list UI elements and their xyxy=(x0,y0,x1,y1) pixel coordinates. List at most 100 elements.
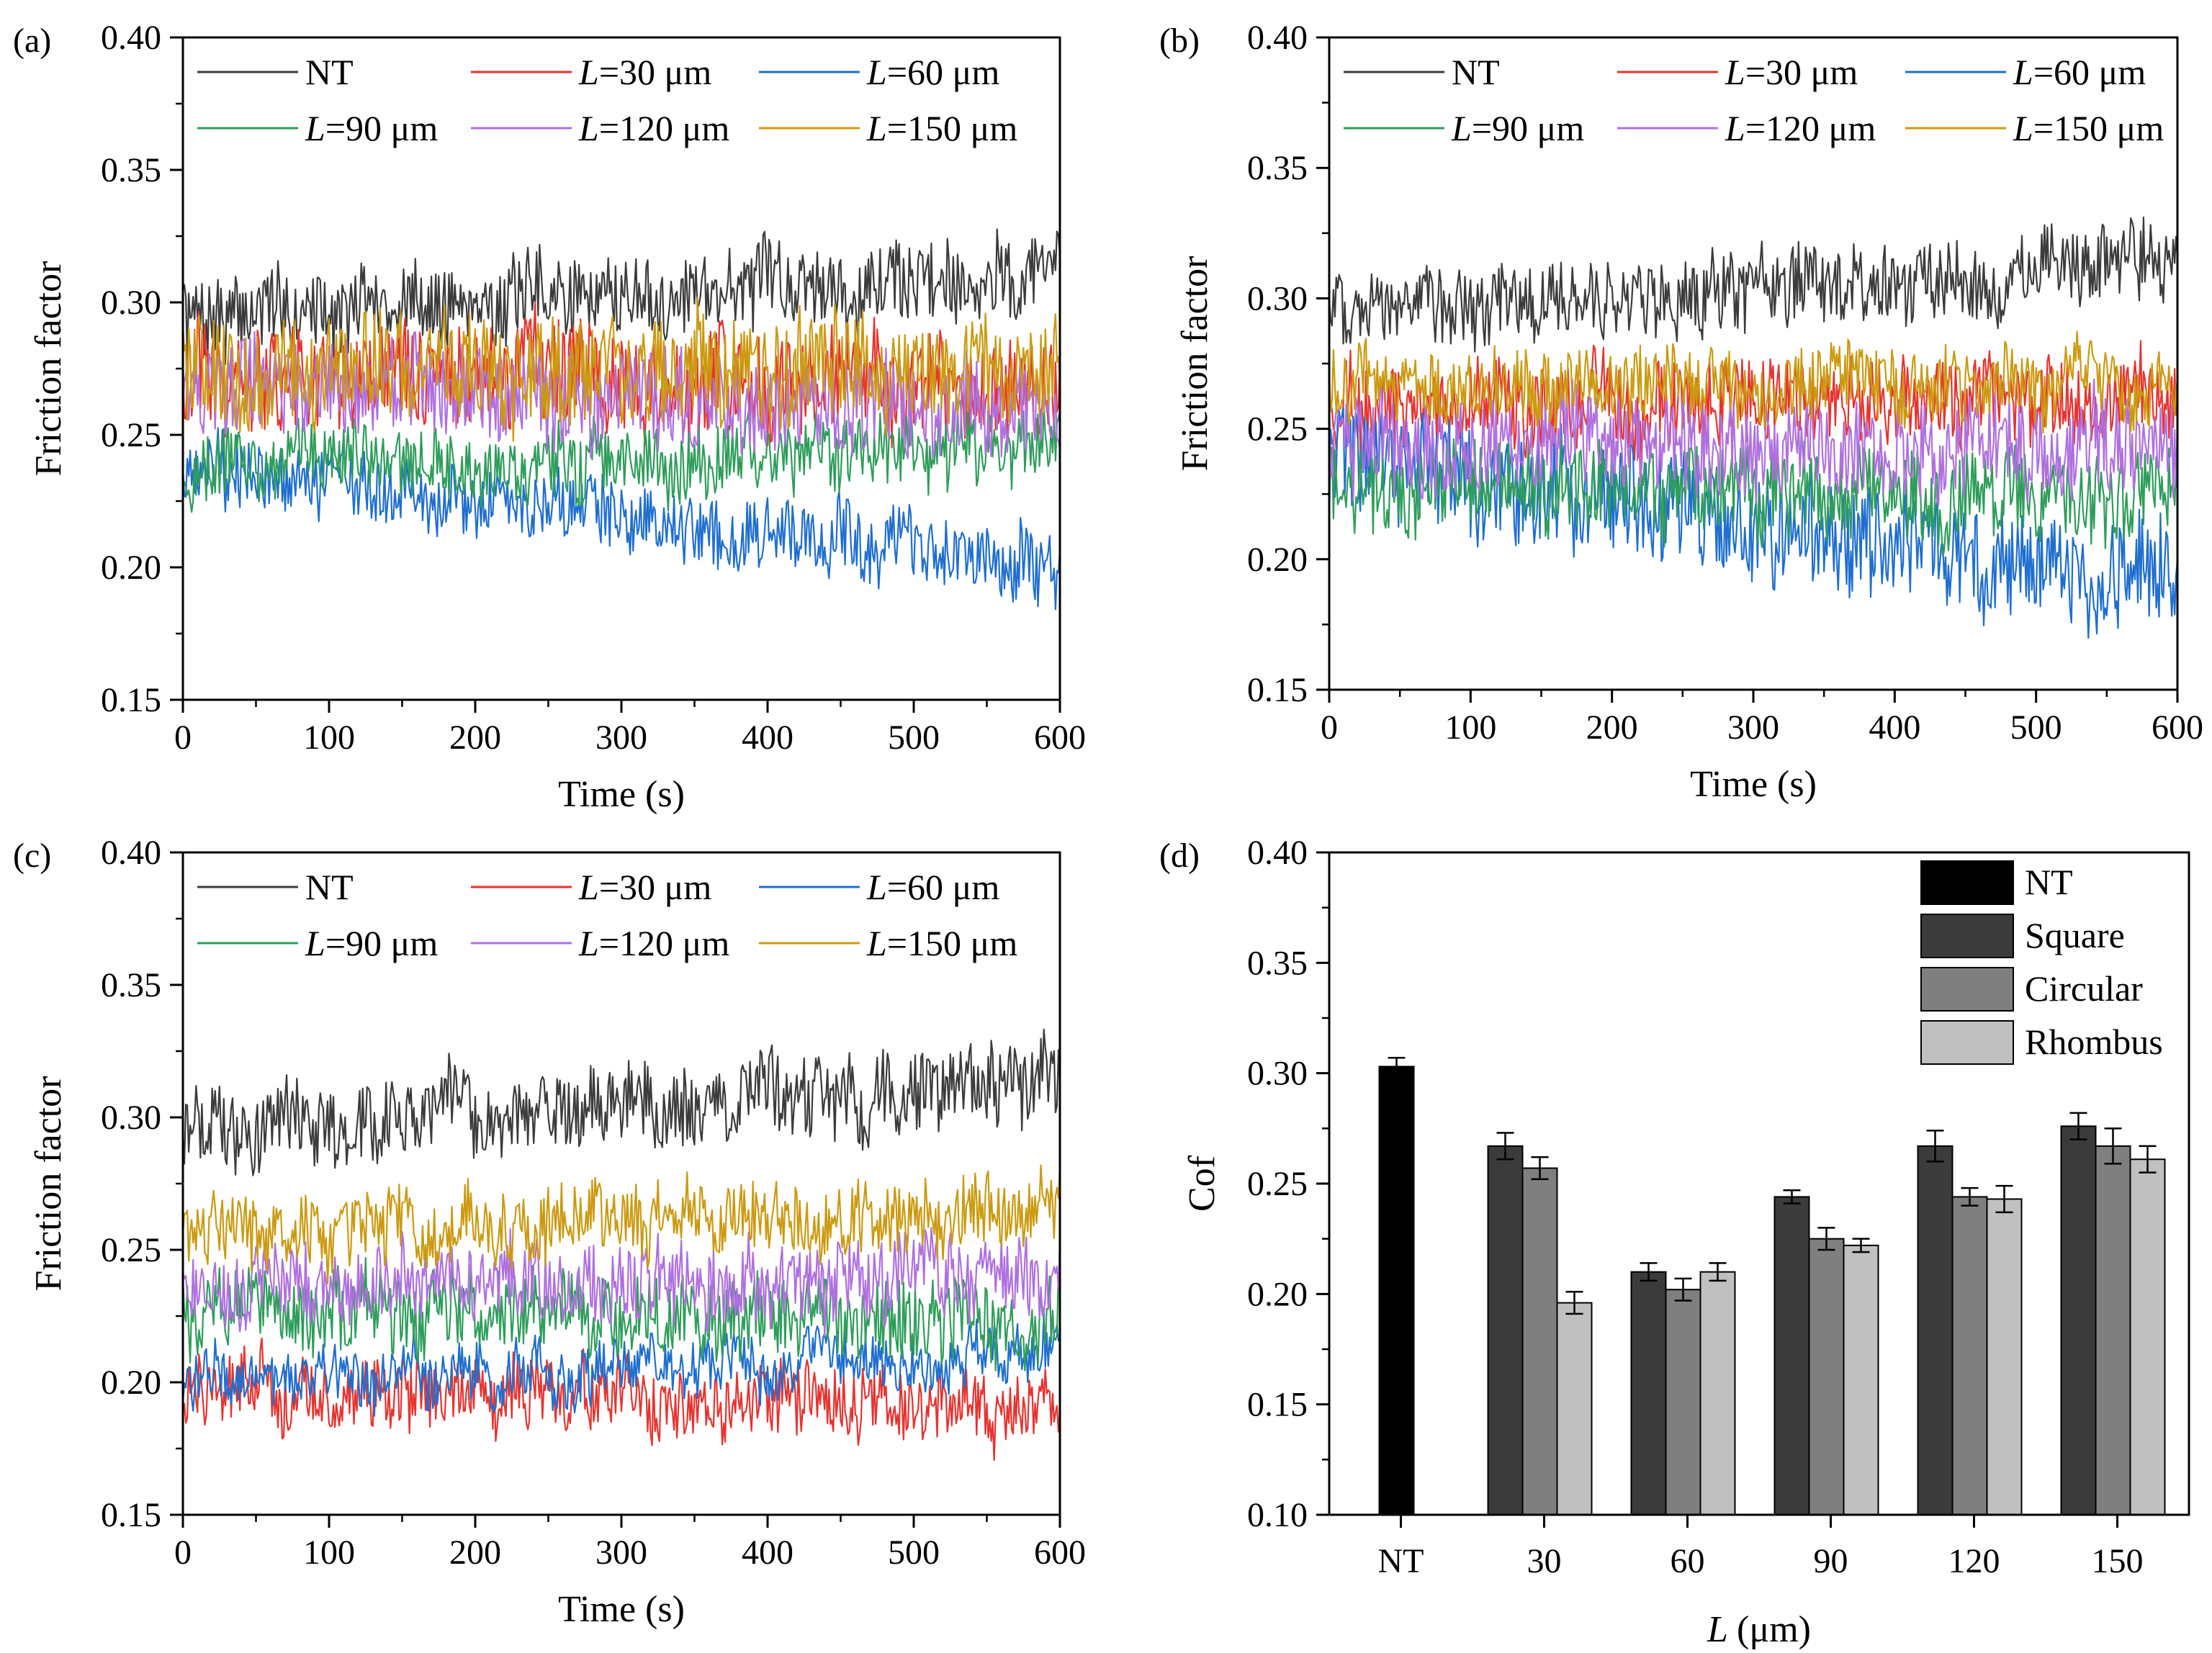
legend-label: L=150 μm xyxy=(866,108,1017,148)
panel-label: (d) xyxy=(1159,837,1200,875)
bar-panel-d: NT 30 60 90 120 150 0.10 0.15 0.20 0.25 0.30 0.35 0.… xyxy=(1159,834,2190,1650)
legend-label: L=150 μm xyxy=(866,923,1017,963)
series-line xyxy=(182,1337,1061,1461)
x-axis-title: Time (s) xyxy=(558,1589,685,1630)
series-line xyxy=(181,1227,1061,1337)
x-tick-label: 600 xyxy=(2152,708,2203,747)
x-tick-label: 500 xyxy=(888,1533,940,1572)
x-tick-label: 200 xyxy=(449,1533,501,1572)
bar xyxy=(1521,1167,1558,1515)
y-tick-label: 0.20 xyxy=(1247,541,1308,579)
series-line xyxy=(1328,436,2179,557)
bar xyxy=(1773,1196,1810,1516)
legend: NT L=30 μm L=60 μm L=90 μm L=120 μm L=150 μm xyxy=(197,52,1017,148)
x-tick-label: 0 xyxy=(1321,708,1338,747)
x-tick-label: 100 xyxy=(1444,708,1496,747)
legend-label: L=30 μm xyxy=(1725,52,1858,92)
bar xyxy=(1986,1198,2023,1515)
x-tick-label: 150 xyxy=(2092,1542,2144,1580)
legend: NT L=30 μm L=60 μm L=90 μm L=120 μm L=150 μm xyxy=(1344,52,2164,148)
y-tick-label: 0.25 xyxy=(1247,1165,1308,1203)
legend-swatch xyxy=(1920,914,2014,958)
line-panel-a: 0 100 200 300 400 500 600 0.15 0.20 0.25 0.30 0.35 0… xyxy=(13,19,1086,815)
legend-label: L=120 μm xyxy=(578,108,729,148)
legend-label: L=60 μm xyxy=(866,867,999,907)
x-tick-label: 120 xyxy=(1948,1542,2000,1580)
x-tick-label: 200 xyxy=(1586,708,1638,747)
y-tick-label: 0.30 xyxy=(1247,1055,1308,1093)
legend-label: L=30 μm xyxy=(578,867,711,907)
y-tick-label: 0.35 xyxy=(1247,149,1308,187)
legend: NT L=30 μm L=60 μm L=90 μm L=120 μm L=150 μm xyxy=(197,867,1017,963)
y-tick-label: 0.15 xyxy=(1247,671,1308,709)
x-tick-label: 500 xyxy=(2010,708,2062,747)
bar xyxy=(1843,1244,1879,1516)
bar xyxy=(1630,1271,1667,1515)
legend-swatch xyxy=(1920,860,2014,905)
y-tick-label: 0.30 xyxy=(101,284,161,322)
panel-label: (b) xyxy=(1159,22,1200,60)
series-line xyxy=(182,400,1061,513)
series-line xyxy=(1328,377,2179,506)
x-tick-label: 30 xyxy=(1527,1542,1562,1580)
legend-label: Rhombus xyxy=(2025,1022,2163,1062)
x-axis-title: Time (s) xyxy=(1690,764,1817,805)
line-panel-b: 0 100 200 300 400 500 600 0.15 0.20 0.25 0.30 0.35 0… xyxy=(1159,19,2203,805)
x-tick-label: 300 xyxy=(595,719,647,757)
bar xyxy=(1951,1196,1988,1516)
series-group xyxy=(1328,216,2179,639)
y-tick-label: 0.25 xyxy=(101,1231,161,1269)
legend-label: L=90 μm xyxy=(1451,108,1584,148)
y-tick-label: 0.10 xyxy=(1247,1496,1308,1534)
bar xyxy=(1699,1271,1736,1515)
legend-label: Square xyxy=(2025,915,2125,955)
y-axis-title: Cof xyxy=(1182,1155,1223,1212)
bar xyxy=(2060,1125,2097,1516)
x-tick-label: 100 xyxy=(303,1533,355,1572)
y-tick-label: 0.40 xyxy=(1247,19,1308,57)
x-tick-label: 500 xyxy=(888,719,940,757)
series-line xyxy=(181,427,1061,611)
y-tick-label: 0.25 xyxy=(1247,410,1308,449)
y-tick-label: 0.20 xyxy=(1247,1275,1308,1313)
y-axis-title: Friction factor xyxy=(1174,256,1215,472)
legend-label: L=60 μm xyxy=(866,52,999,92)
x-tick-label: 300 xyxy=(595,1533,647,1572)
bar xyxy=(1378,1066,1415,1515)
y-tick-label: 0.25 xyxy=(101,416,161,454)
y-tick-label: 0.15 xyxy=(101,681,161,719)
series-line xyxy=(181,1257,1061,1372)
series-line xyxy=(181,228,1061,365)
x-tick-label: 400 xyxy=(1869,708,1920,747)
series-group xyxy=(181,228,1061,611)
y-tick-label: 0.35 xyxy=(101,966,161,1004)
y-tick-label: 0.20 xyxy=(101,549,161,587)
legend-label: NT xyxy=(1452,52,1500,92)
bar xyxy=(2095,1145,2131,1516)
series-group xyxy=(181,1028,1061,1461)
legend-label: L=60 μm xyxy=(2013,52,2146,92)
legend-swatch xyxy=(1920,967,2014,1012)
x-tick-label: 0 xyxy=(174,1533,192,1572)
x-tick-label: 400 xyxy=(742,719,793,757)
series-line xyxy=(1328,407,2179,639)
legend-swatch xyxy=(1920,1020,2014,1065)
y-tick-label: 0.30 xyxy=(1247,279,1308,317)
legend-label: NT xyxy=(2025,862,2073,902)
y-axis-title: Friction factor xyxy=(28,1076,69,1292)
y-tick-label: 0.30 xyxy=(101,1099,161,1137)
bar xyxy=(1665,1289,1701,1515)
legend-label: L=120 μm xyxy=(578,923,729,963)
series-line xyxy=(1328,330,2179,434)
series-line xyxy=(181,1028,1061,1176)
y-tick-label: 0.15 xyxy=(1247,1386,1308,1424)
x-tick-label: 400 xyxy=(742,1533,793,1572)
x-tick-label: 90 xyxy=(1814,1542,1848,1580)
x-tick-label: 60 xyxy=(1671,1542,1705,1580)
y-axis-title: Friction factor xyxy=(28,261,69,477)
series-line xyxy=(181,297,1061,442)
legend-label: L=150 μm xyxy=(2013,108,2164,148)
x-tick-label: 0 xyxy=(174,719,192,757)
y-tick-label: 0.35 xyxy=(1247,944,1308,982)
